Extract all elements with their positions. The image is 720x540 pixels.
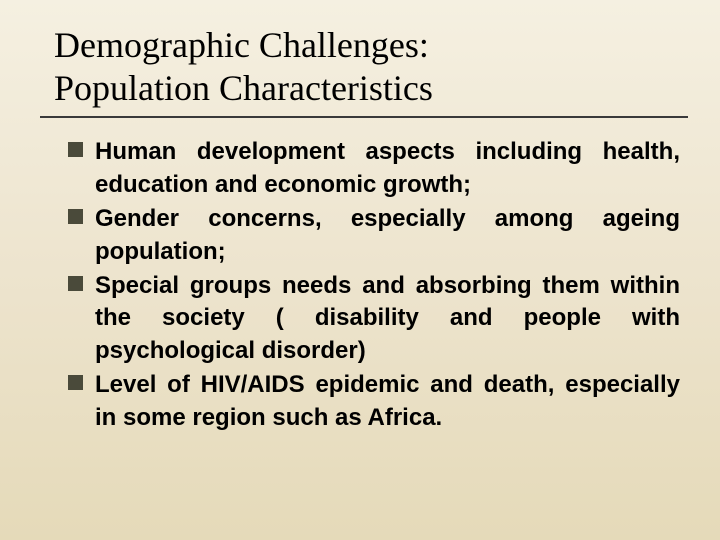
square-bullet-icon bbox=[68, 276, 83, 291]
list-item: Gender concerns, especially among ageing… bbox=[68, 203, 680, 268]
square-bullet-icon bbox=[68, 375, 83, 390]
title-block: Demographic Challenges: Population Chara… bbox=[54, 24, 682, 118]
square-bullet-icon bbox=[68, 142, 83, 157]
list-item: Human development aspects including heal… bbox=[68, 136, 680, 201]
slide-title: Demographic Challenges: Population Chara… bbox=[54, 24, 682, 110]
title-line-1: Demographic Challenges: bbox=[54, 25, 429, 65]
list-item: Level of HIV/AIDS epidemic and death, es… bbox=[68, 369, 680, 434]
bullet-text: Human development aspects including heal… bbox=[95, 136, 680, 201]
bullet-list: Human development aspects including heal… bbox=[54, 136, 682, 434]
bullet-text: Gender concerns, especially among ageing… bbox=[95, 203, 680, 268]
list-item: Special groups needs and absorbing them … bbox=[68, 270, 680, 367]
title-underline bbox=[40, 116, 688, 118]
slide: Demographic Challenges: Population Chara… bbox=[0, 0, 720, 540]
bullet-text: Level of HIV/AIDS epidemic and death, es… bbox=[95, 369, 680, 434]
title-line-2: Population Characteristics bbox=[54, 68, 433, 108]
bullet-text: Special groups needs and absorbing them … bbox=[95, 270, 680, 367]
square-bullet-icon bbox=[68, 209, 83, 224]
